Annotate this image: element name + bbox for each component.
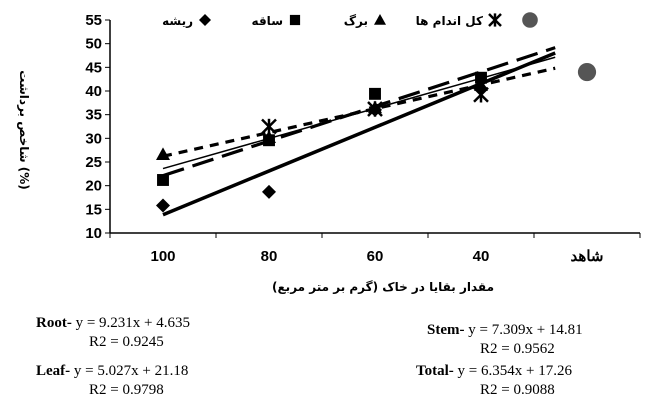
y-tick-label: 10: [85, 225, 102, 242]
trendline-3: [162, 56, 556, 170]
r2-total: R2 = 0.9088: [480, 382, 555, 398]
legend-label-0: ریشه: [162, 14, 193, 28]
legend-marker-0: [199, 14, 211, 26]
legend-marker-3: [488, 13, 502, 27]
point-series2-0: [156, 147, 170, 161]
legend-marker-1: [289, 14, 301, 26]
point-series4-4: [577, 62, 597, 82]
legend-marker-4: [522, 12, 538, 28]
equation-stem: Stem- y = 7.309x + 14.81: [427, 322, 583, 338]
x-axis-label: مقدار بقایا در خاک (گرم بر متر مربع): [272, 280, 494, 295]
point-series0-0: [156, 198, 170, 213]
y-tick-label: 55: [85, 12, 102, 29]
y-tick-label: 40: [85, 83, 102, 100]
x-tick-label: 100: [150, 248, 175, 265]
point-series1-2: [369, 87, 381, 100]
y-tick-label: 35: [85, 107, 102, 124]
legend-label-2: برگ: [344, 13, 368, 28]
r2-leaf: R2 = 0.9798: [89, 382, 164, 398]
point-series1-0: [157, 174, 169, 186]
y-tick-label: 20: [85, 178, 102, 195]
point-series3-3: [473, 86, 489, 103]
legend-label-1: ساقه: [252, 14, 283, 28]
r2-root: R2 = 0.9245: [89, 334, 164, 350]
x-tick-label: 80: [261, 248, 278, 265]
axis-ticks: 10 15 20 25 30 35 40 45 50 55 100 80 60 40 شاهد: [85, 12, 641, 265]
point-series0-1: [262, 184, 276, 199]
y-tick-label: 50: [85, 36, 102, 53]
harvest-index-chart: ریشه ساقه برگ کل اندام ها 10 15 20 25 30 35 40 45 5…: [17, 12, 641, 295]
equation-total: Total- y = 6.354x + 17.26: [416, 363, 572, 379]
point-series1-3: [475, 71, 487, 84]
r2-stem: R2 = 0.9562: [480, 341, 555, 357]
point-series2-3: [474, 78, 488, 91]
legend-marker-2: [374, 14, 386, 25]
plot-area: [109, 20, 640, 234]
legend: ریشه ساقه برگ کل اندام ها: [162, 12, 538, 29]
x-tick-label: شاهد: [571, 248, 604, 265]
trendlines: [162, 46, 556, 217]
y-tick-label: 45: [85, 59, 102, 76]
y-axis-label: شاخص برداشت (%): [17, 70, 31, 189]
y-tick-label: 25: [85, 154, 102, 171]
data-points: [156, 62, 597, 213]
trendline-0: [162, 51, 556, 217]
equation-root: Root- y = 9.231x + 4.635: [36, 315, 190, 331]
legend-label-3: کل اندام ها: [416, 14, 483, 29]
x-tick-label: 60: [367, 248, 384, 265]
point-series3-2: [367, 101, 383, 117]
equation-leaf: Leaf- y = 5.027x + 21.18: [36, 363, 189, 379]
y-tick-label: 30: [85, 130, 102, 147]
point-series3-1: [261, 118, 277, 135]
point-series2-1: [262, 130, 276, 143]
y-tick-label: 15: [85, 201, 102, 218]
x-tick-label: 40: [473, 248, 490, 265]
trendline-1: [162, 46, 556, 178]
